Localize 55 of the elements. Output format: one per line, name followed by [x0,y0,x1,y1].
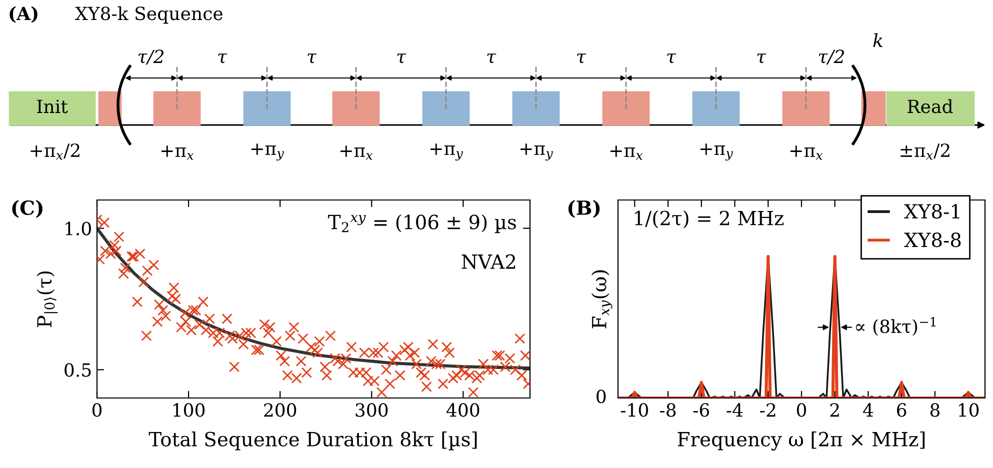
text: +π$_{y}$ [430,144,464,161]
text: τ [308,54,317,64]
x-axis-title: Frequency ω [2π × MHz] [678,431,925,451]
x-tick-label: 0 [92,403,102,417]
x-axis-title: Total Sequence Duration 8kτ [µs] [148,431,477,450]
chart-title: (C) [12,200,42,218]
text: +π$_{x}$ [790,146,823,160]
text: ±π$_{x}$/2 [900,143,950,160]
text: Init [37,100,68,114]
x-tick-label: 300 [356,403,388,417]
x-tick-label: 200 [264,403,296,417]
y-axis-title: P$_{|0⟩}$(τ) [36,271,58,328]
text: +π$_{x}$ [340,146,373,160]
chart-title: (B) [568,200,600,218]
y-tick-label: 1.0 [66,222,91,236]
text: τ [397,54,406,64]
x-tick-label: 6 [897,403,906,417]
y-axis-title: F$_{xy}$(ω) [591,270,612,328]
text: τ/2 [138,50,164,65]
text: τ/2 [818,50,844,65]
x-tick-label: 100 [174,403,205,417]
y-tick-label: 0.5 [64,363,91,377]
text: +π$_{x}$ [610,146,643,160]
text: +π$_{y}$ [700,144,734,161]
x-tick-label: -10 [620,403,648,417]
text: +π$_{x}$ [161,146,194,160]
text: τ [667,54,676,64]
annotation: ∝ (8kτ)$^{−1}$ [856,316,936,336]
legend-label: XY8-1 [904,204,960,219]
text: τ [218,54,228,64]
x-tick-label: 400 [446,403,480,417]
text: +π$_{y}$ [251,144,284,161]
annotation: NVA2 [462,254,516,269]
text: τ [577,54,586,64]
text: +π$_{y}$ [520,144,554,161]
x-tick-label: 10 [959,403,979,417]
annotation: 0 [596,390,606,404]
x-tick-label: -2 [760,403,776,417]
text: XY8-k Sequence [75,6,222,24]
text: (A) [10,6,38,23]
legend-label: XY8-8 [904,232,961,248]
text: +π$_{x}$/2 [30,143,80,160]
x-tick-label: -6 [693,403,710,417]
x-tick-label: 2 [830,403,839,417]
annotation: T$_{2}$$^{xy}$ = (106 ± 9) µs [328,214,516,234]
text: τ [757,54,766,64]
text: k [873,33,882,47]
x-tick-label: 0 [796,403,806,417]
x-tick-label: 4 [863,403,874,417]
x-tick-label: -8 [660,403,676,417]
text: Read [908,99,953,114]
text: τ [487,54,496,64]
x-tick-label: 8 [930,403,940,417]
text: 1/(2τ) = 2 MHz [635,210,784,228]
x-tick-label: -4 [726,403,743,417]
